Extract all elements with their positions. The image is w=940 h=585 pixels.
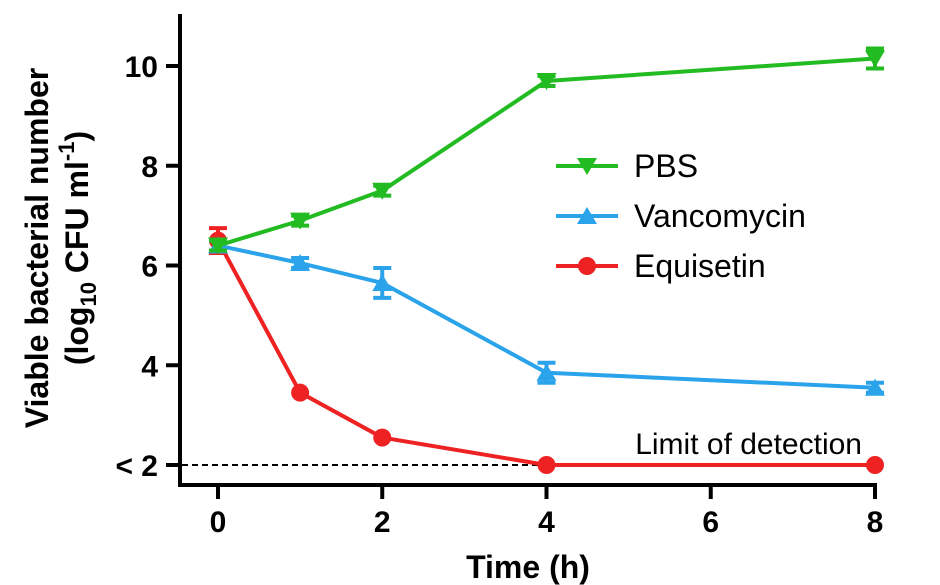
series-vancomycin	[208, 236, 885, 396]
legend-label-equisetin: Equisetin	[634, 248, 766, 284]
data-point-vancomycin	[290, 254, 311, 272]
data-point-pbs	[208, 237, 228, 255]
x-axis-ticks: 0 2 4 6 8	[210, 485, 884, 539]
legend-marker-vancomycin	[577, 207, 597, 224]
data-point-pbs	[372, 182, 393, 200]
data-point-equisetin	[373, 428, 392, 447]
y-tick-label: 4	[141, 350, 158, 383]
x-tick-label: 6	[702, 506, 719, 539]
data-point-vancomycin	[536, 363, 557, 381]
legend-label-vancomycin: Vancomycin	[634, 198, 806, 234]
data-point-equisetin	[866, 456, 884, 474]
x-axis-title: Time (h)	[466, 549, 590, 585]
series-pbs	[208, 46, 885, 255]
legend-marker-equisetin	[578, 257, 596, 275]
legend-label-pbs: PBS	[634, 148, 698, 184]
legend: PBS Vancomycin Equisetin	[556, 148, 806, 284]
y-axis-title-line1: Viable bacterial number	[19, 68, 55, 428]
x-tick-label: 4	[538, 506, 555, 539]
series-layer	[208, 46, 885, 474]
data-point-pbs	[290, 212, 311, 230]
x-tick-label: 2	[374, 506, 391, 539]
y-tick-label: 6	[141, 251, 158, 284]
legend-item-equisetin: Equisetin	[556, 248, 766, 284]
data-point-pbs	[536, 72, 557, 90]
y-axis-title-line2: (log10 CFU ml-1)	[54, 131, 101, 365]
legend-item-pbs: PBS	[556, 148, 698, 184]
data-point-pbs	[865, 50, 885, 68]
y-axis-title: Viable bacterial number (log10 CFU ml-1)	[19, 68, 101, 428]
y-tick-label: 10	[125, 51, 158, 84]
x-tick-label: 8	[867, 506, 884, 539]
data-point-equisetin	[291, 383, 310, 402]
y-tick-label: < 2	[115, 450, 158, 483]
y-tick-label: 8	[141, 151, 158, 184]
data-point-vancomycin	[865, 378, 885, 396]
data-point-equisetin	[537, 456, 556, 474]
data-point-vancomycin	[372, 273, 393, 291]
legend-marker-pbs	[577, 158, 597, 175]
x-tick-label: 0	[210, 506, 227, 539]
y-axis-ticks: < 2 4 6 8 10	[115, 51, 180, 483]
limit-of-detection-label: Limit of detection	[635, 428, 862, 461]
legend-item-vancomycin: Vancomycin	[556, 198, 806, 234]
